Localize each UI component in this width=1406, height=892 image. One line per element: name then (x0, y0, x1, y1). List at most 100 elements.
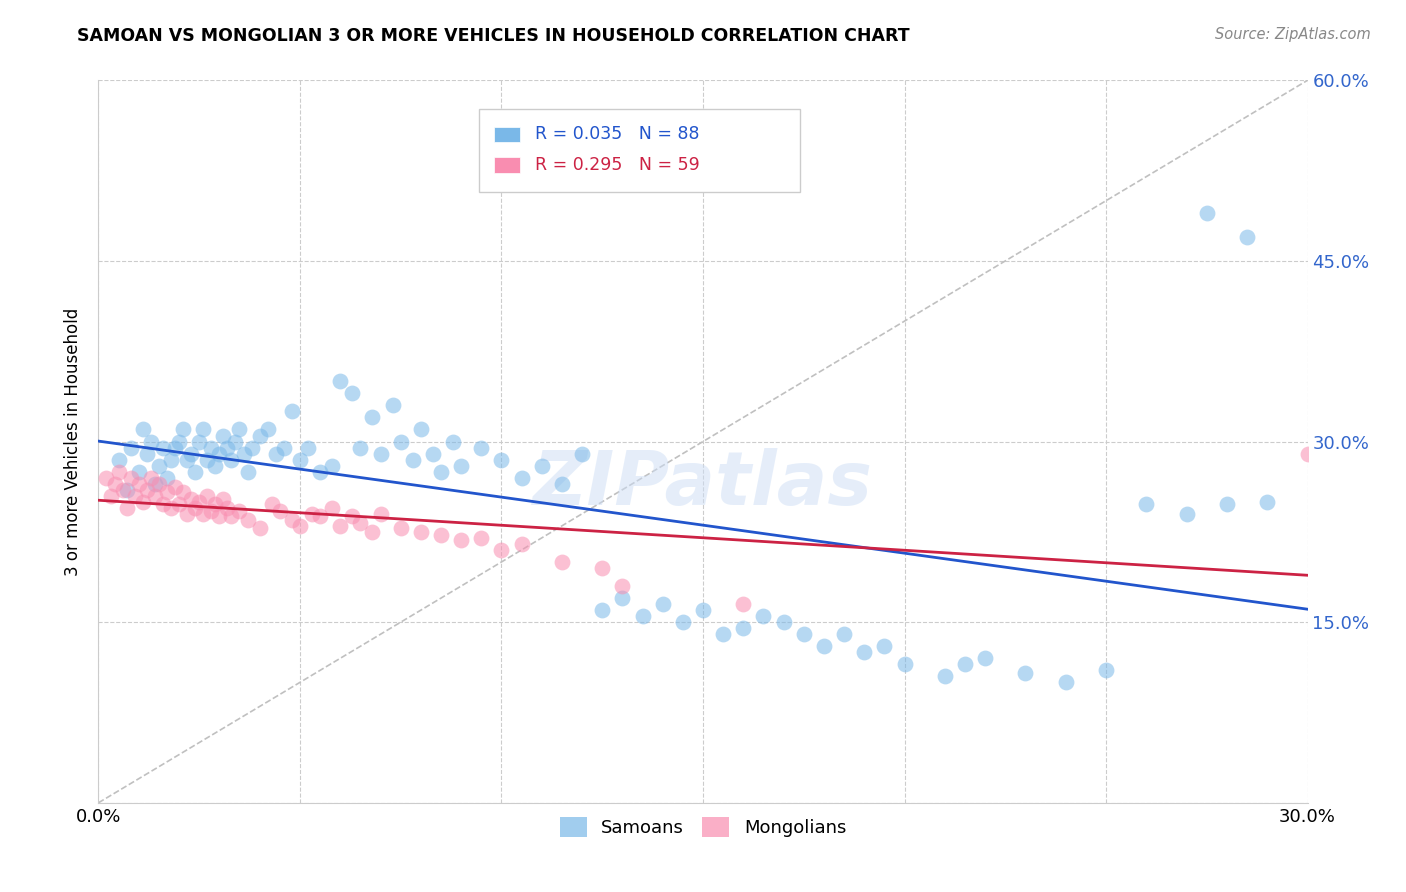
Point (1095, 664, 1118, 678)
Point (208, 446, 231, 460)
Point (152, 441, 174, 455)
Point (772, 615, 794, 630)
Text: Source: ZipAtlas.com: Source: ZipAtlas.com (1215, 27, 1371, 42)
Point (115, 500, 138, 515)
Point (551, 476, 574, 491)
Point (184, 465, 207, 479)
Point (124, 489, 146, 503)
Point (349, 441, 371, 455)
Point (132, 422, 155, 436)
Point (111, 483, 134, 497)
Point (430, 528, 453, 542)
Point (733, 597, 755, 611)
Point (96, 470, 118, 484)
Point (733, 621, 755, 635)
Point (1014, 665, 1036, 680)
Point (342, 386, 364, 401)
Point (172, 485, 194, 500)
Point (631, 609, 654, 624)
Point (240, 441, 263, 455)
Point (422, 446, 444, 460)
Point (217, 500, 239, 515)
Point (139, 470, 162, 484)
Point (288, 518, 311, 533)
Point (551, 555, 574, 569)
Point (873, 639, 896, 653)
Point (571, 446, 593, 460)
Point (893, 657, 915, 672)
Point (853, 645, 876, 659)
Point (370, 507, 392, 521)
Point (309, 465, 332, 479)
Point (470, 441, 492, 455)
Point (470, 531, 492, 545)
Point (1256, 494, 1278, 508)
Point (256, 422, 278, 436)
Point (832, 627, 855, 641)
Point (612, 591, 634, 605)
Point (389, 521, 412, 535)
Point (1175, 507, 1198, 521)
Text: ZIPatlas: ZIPatlas (533, 449, 873, 522)
Point (188, 494, 211, 508)
Point (1195, 205, 1218, 219)
Point (204, 458, 226, 473)
Point (193, 507, 215, 521)
Point (1236, 230, 1258, 244)
Point (217, 441, 239, 455)
Point (128, 476, 150, 491)
Point (100, 489, 122, 503)
Point (135, 446, 157, 460)
Point (409, 422, 432, 436)
Point (297, 441, 319, 455)
Point (167, 497, 190, 511)
Point (221, 452, 243, 467)
Point (370, 446, 392, 460)
Point (752, 609, 775, 624)
Point (389, 434, 412, 449)
Point (139, 434, 162, 449)
Point (107, 452, 129, 467)
Point (135, 483, 157, 497)
Point (450, 533, 472, 548)
Text: R = 0.035   N = 88: R = 0.035 N = 88 (534, 126, 699, 144)
Point (208, 509, 231, 524)
Point (249, 521, 271, 535)
Point (591, 603, 613, 617)
Point (402, 452, 425, 467)
Point (672, 615, 695, 630)
Point (281, 404, 304, 418)
Point (132, 494, 155, 508)
Point (163, 441, 186, 455)
Point (221, 509, 243, 524)
Point (269, 504, 291, 518)
Point (180, 492, 202, 507)
Point (163, 480, 186, 494)
Point (651, 597, 673, 611)
Point (510, 470, 533, 484)
Point (249, 428, 271, 442)
Point (200, 441, 222, 455)
Text: R = 0.295   N = 59: R = 0.295 N = 59 (534, 156, 700, 174)
Point (180, 446, 202, 460)
Point (288, 452, 311, 467)
Point (974, 651, 997, 665)
Point (361, 410, 384, 425)
Point (692, 603, 714, 617)
Point (236, 465, 259, 479)
Point (232, 446, 254, 460)
Point (167, 434, 190, 449)
Point (200, 504, 222, 518)
Point (228, 504, 250, 518)
Point (160, 500, 183, 515)
Point (321, 500, 343, 515)
Point (103, 476, 125, 491)
Point (813, 639, 835, 653)
Point (224, 434, 246, 449)
Point (361, 524, 384, 539)
Point (934, 669, 956, 683)
Point (228, 422, 250, 436)
Point (128, 465, 150, 479)
Text: SAMOAN VS MONGOLIAN 3 OR MORE VEHICLES IN HOUSEHOLD CORRELATION CHART: SAMOAN VS MONGOLIAN 3 OR MORE VEHICLES I… (77, 27, 910, 45)
Point (143, 489, 166, 503)
